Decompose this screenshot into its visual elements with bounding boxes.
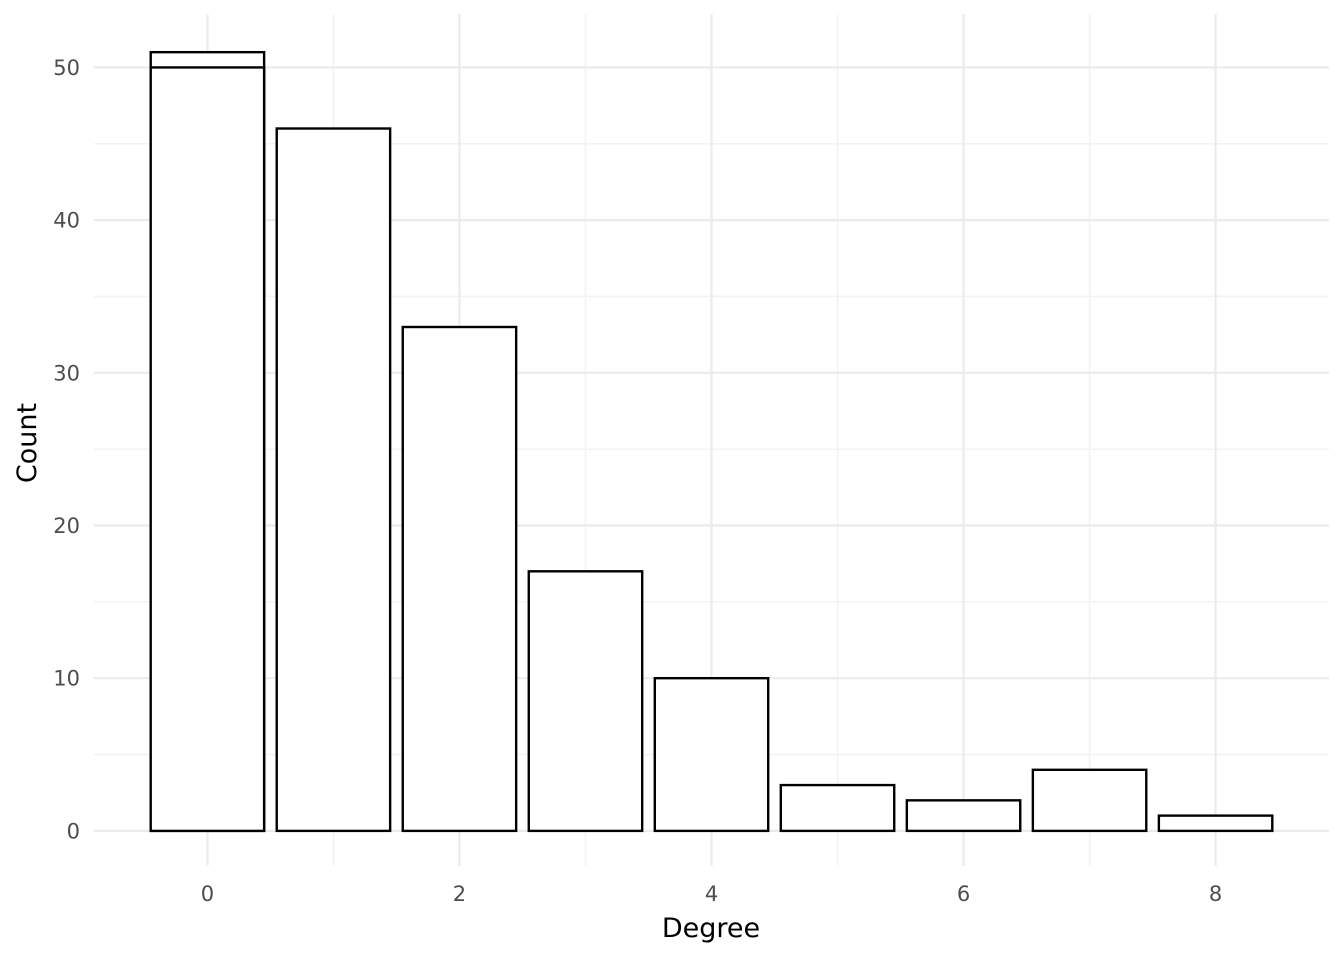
x-tick-label: 0: [201, 882, 214, 906]
bar-degree-4: [653, 676, 770, 833]
x-tick-label: 2: [453, 882, 466, 906]
bar-degree-6: [905, 799, 1022, 833]
x-axis-tick-labels: 0 2 4 6 8: [201, 882, 1223, 906]
y-tick-label: 20: [53, 514, 80, 538]
y-tick-label: 0: [67, 819, 80, 843]
bar-degree-7: [1031, 768, 1148, 833]
y-tick-label: 30: [53, 361, 80, 385]
bar-degree-0: [149, 66, 266, 833]
y-tick-label: 10: [53, 667, 80, 691]
bar-degree-5: [779, 783, 896, 833]
x-tick-label: 8: [1209, 882, 1222, 906]
bars: [149, 50, 1274, 833]
y-tick-label: 50: [53, 56, 80, 80]
y-axis-tick-labels: 0 10 20 30 40 50: [53, 56, 80, 843]
y-tick-label: 40: [53, 209, 80, 233]
x-tick-label: 6: [957, 882, 970, 906]
bar-degree-1: [275, 127, 392, 833]
y-axis-title: Count: [12, 403, 43, 483]
bar-degree-2: [401, 325, 518, 833]
x-axis-title: Degree: [662, 913, 760, 944]
bar-degree-8: [1157, 814, 1274, 833]
bar-degree-3: [527, 570, 644, 833]
x-tick-label: 4: [705, 882, 718, 906]
